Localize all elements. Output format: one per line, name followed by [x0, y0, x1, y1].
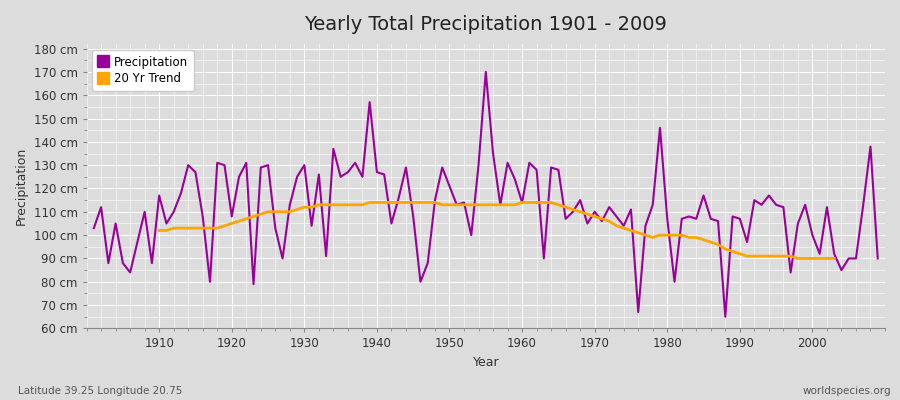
Text: Latitude 39.25 Longitude 20.75: Latitude 39.25 Longitude 20.75	[18, 386, 183, 396]
Text: worldspecies.org: worldspecies.org	[803, 386, 891, 396]
X-axis label: Year: Year	[472, 356, 500, 369]
Legend: Precipitation, 20 Yr Trend: Precipitation, 20 Yr Trend	[93, 50, 194, 91]
Y-axis label: Precipitation: Precipitation	[15, 147, 28, 225]
Title: Yearly Total Precipitation 1901 - 2009: Yearly Total Precipitation 1901 - 2009	[304, 15, 667, 34]
